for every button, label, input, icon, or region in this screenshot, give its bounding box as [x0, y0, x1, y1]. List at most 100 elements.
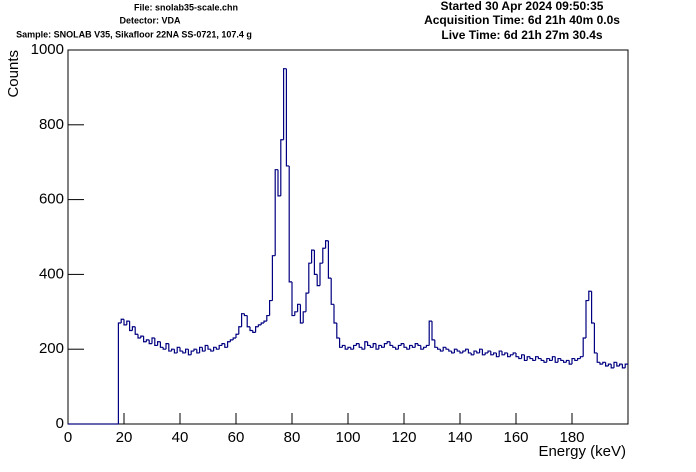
- hist-bin: [481, 349, 486, 356]
- hist-bin: [325, 240, 329, 249]
- hist-bin: [131, 326, 136, 331]
- hist-bin: [523, 354, 528, 362]
- hist-bin: [350, 347, 354, 350]
- hist-bin: [529, 356, 533, 360]
- hist-bin: [157, 341, 161, 346]
- hist-bin: [260, 322, 264, 325]
- hist-bin: [599, 362, 603, 365]
- hist-bin: [403, 343, 407, 348]
- x-tick-label: 160: [503, 429, 528, 446]
- hist-bin: [243, 313, 248, 317]
- hist-bin: [479, 348, 483, 353]
- hist-bin: [495, 352, 500, 358]
- hist-bin: [551, 356, 556, 361]
- hist-bin: [297, 303, 301, 312]
- x-tick-label: 80: [284, 429, 301, 446]
- hist-bin: [367, 341, 371, 347]
- hist-bin: [182, 351, 186, 354]
- hist-bin: [442, 346, 446, 352]
- hist-bin: [565, 359, 570, 363]
- hist-bin: [381, 345, 385, 348]
- hist-bin: [235, 333, 239, 338]
- y-tick-label: 1000: [31, 41, 64, 58]
- hist-bin: [213, 346, 217, 352]
- hist-bin: [490, 351, 494, 356]
- hist-bin: [257, 324, 262, 327]
- x-tick-label: 180: [559, 429, 584, 446]
- hist-bin: [269, 299, 273, 316]
- hist-bin: [568, 360, 572, 365]
- hist-bin: [274, 169, 278, 256]
- hist-bin: [428, 320, 432, 346]
- hist-bin: [221, 342, 225, 346]
- x-tick-label: 20: [116, 429, 133, 446]
- header-acq: Acquisition Time: 6d 21h 40m 0.0s: [424, 13, 620, 27]
- x-tick-label: 0: [64, 429, 72, 446]
- hist-bin: [518, 356, 522, 360]
- hist-bin: [238, 326, 242, 335]
- hist-bin: [470, 352, 474, 356]
- hist-bin: [327, 240, 332, 279]
- header-live: Live Time: 6d 21h 27m 30.4s: [441, 28, 603, 42]
- hist-bin: [521, 354, 525, 359]
- hist-bin: [560, 358, 564, 362]
- hist-bin: [207, 345, 211, 350]
- hist-bin: [465, 348, 469, 352]
- hist-bin: [252, 330, 256, 333]
- hist-bin: [386, 341, 390, 344]
- hist-bin: [540, 358, 544, 362]
- hist-bin: [308, 262, 312, 294]
- hist-bin: [420, 345, 424, 350]
- hist-bin: [543, 360, 547, 363]
- x-tick-label: 60: [228, 429, 245, 446]
- hist-bin: [311, 249, 315, 264]
- hist-bin: [498, 350, 502, 357]
- hist-bin: [557, 357, 561, 363]
- hist-bin: [316, 274, 320, 287]
- hist-bin: [168, 343, 172, 352]
- frame: [67, 49, 629, 425]
- hist-bin: [143, 336, 147, 343]
- hist-bin: [283, 68, 287, 140]
- hist-bin: [344, 345, 348, 350]
- hist-bin: [425, 344, 430, 348]
- hist-bin: [504, 352, 508, 355]
- header-started: Started 30 Apr 2024 09:50:35: [441, 0, 604, 13]
- hist-bin: [571, 357, 575, 365]
- hist-bin: [162, 347, 166, 350]
- hist-bin: [148, 339, 152, 345]
- hist-bin: [255, 326, 259, 333]
- hist-bin: [232, 337, 236, 340]
- hist-bin: [591, 291, 595, 324]
- hist-bin: [532, 358, 536, 362]
- hist-bin: [546, 357, 550, 363]
- hist-bin: [437, 347, 441, 350]
- hist-bin: [535, 356, 539, 361]
- hist-bin: [322, 247, 326, 264]
- hist-bin: [347, 346, 351, 350]
- hist-bin: [613, 361, 617, 368]
- hist-bin: [123, 319, 127, 326]
- hist-bin: [140, 335, 144, 338]
- hist-bin: [453, 348, 458, 353]
- x-tick-label: 140: [447, 429, 472, 446]
- hist-bin: [476, 351, 480, 354]
- hist-bin: [129, 321, 133, 332]
- hist-bin: [229, 339, 234, 342]
- x-axis-label: Energy (keV): [538, 443, 626, 460]
- hist-bin: [596, 352, 600, 363]
- y-tick-label: 200: [39, 340, 64, 357]
- hist-bin: [358, 343, 362, 348]
- hist-bin: [563, 360, 567, 363]
- hist-bin: [467, 349, 472, 354]
- hist-bin: [280, 139, 284, 196]
- hist-bin: [224, 343, 228, 348]
- hist-bin: [173, 349, 178, 354]
- hist-bin: [574, 358, 578, 362]
- y-axis-label: Counts: [5, 50, 22, 98]
- hist-bin: [336, 323, 340, 339]
- hist-bin: [241, 313, 245, 327]
- hist-bin: [375, 343, 379, 350]
- hist-bin: [196, 349, 200, 354]
